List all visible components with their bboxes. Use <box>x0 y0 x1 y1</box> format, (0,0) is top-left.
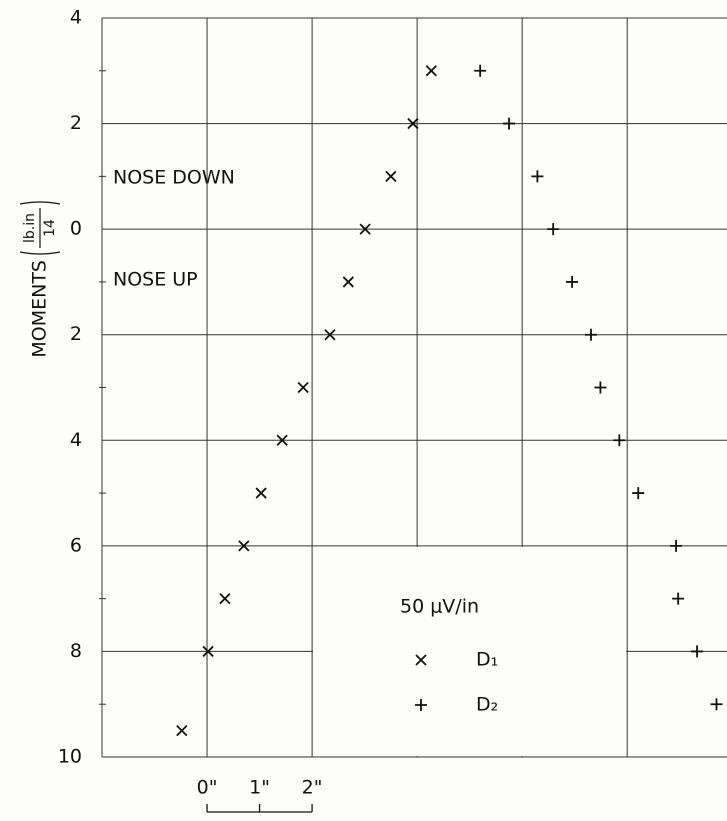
point <box>255 487 267 499</box>
point <box>425 65 437 77</box>
y-label-text: MOMENTS <box>29 260 51 358</box>
point <box>276 434 288 446</box>
point <box>613 434 626 447</box>
y-tick-label: 2 <box>70 112 82 134</box>
point <box>342 276 354 288</box>
point <box>238 540 250 552</box>
y-tick-label: 4 <box>70 429 82 451</box>
paren <box>19 251 61 255</box>
point <box>176 724 188 737</box>
y-tick-label: 8 <box>70 640 82 662</box>
legend-marker <box>415 699 427 711</box>
point <box>385 170 397 182</box>
legend-marker <box>415 654 427 666</box>
point <box>691 645 704 658</box>
y-tick-label: 2 <box>70 323 82 345</box>
point <box>219 593 231 605</box>
y-label-denominator: 14 <box>42 219 58 237</box>
point <box>547 223 560 236</box>
y-tick-label: 4 <box>70 7 82 29</box>
y-tick-label: 0 <box>70 218 82 240</box>
point <box>359 223 371 235</box>
point <box>503 117 516 130</box>
y-tick-label: 6 <box>70 534 82 556</box>
x-tick-label: 1" <box>249 777 270 799</box>
point <box>474 64 487 77</box>
point <box>566 275 579 288</box>
point <box>672 592 685 605</box>
x-tick-label: 0" <box>197 777 218 799</box>
annotation: 50 μV/in <box>400 596 479 618</box>
y-axis-label: MOMENTS lb.in 14 <box>19 201 61 358</box>
point <box>324 329 336 341</box>
paren <box>19 201 61 205</box>
annotation: NOSE UP <box>113 269 198 291</box>
point <box>710 698 723 711</box>
point <box>297 381 309 394</box>
point <box>202 645 214 658</box>
point <box>531 170 544 183</box>
x-tick-label: 2" <box>302 777 323 799</box>
legend-label: D₁ <box>476 649 498 671</box>
annotation: NOSE DOWN <box>113 167 235 189</box>
point <box>670 539 683 552</box>
y-label-numerator: lb.in <box>22 213 38 243</box>
legend-label: D₂ <box>476 694 498 716</box>
y-tick-label: 10 <box>58 746 82 768</box>
point <box>632 487 645 500</box>
point <box>407 117 419 130</box>
point <box>584 328 597 341</box>
legend-box <box>313 546 627 756</box>
point <box>594 381 607 394</box>
